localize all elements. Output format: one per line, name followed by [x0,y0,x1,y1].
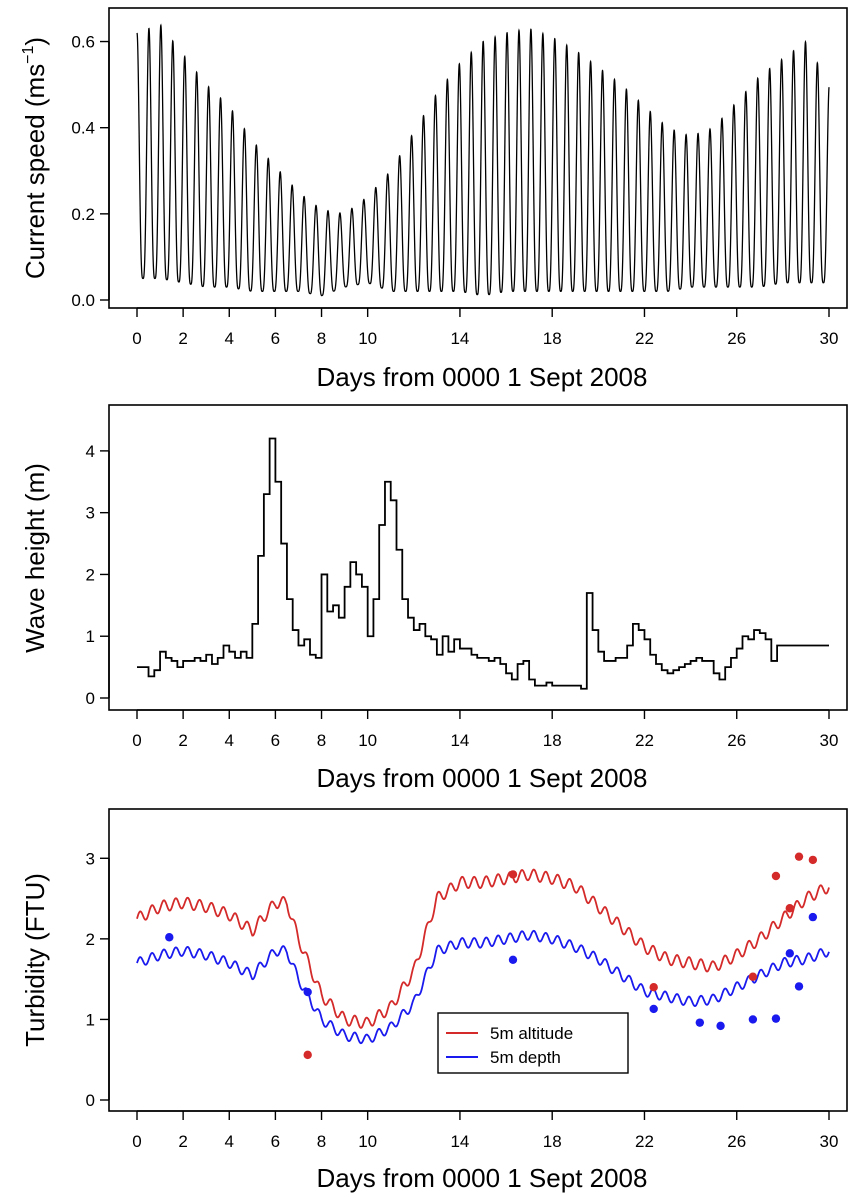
x-tick-label: 10 [358,1132,377,1151]
x-tick-label: 30 [820,329,839,348]
x-tick-label: 14 [450,1132,469,1151]
current-speed-line [136,23,830,297]
x-tick-label: 6 [271,731,280,750]
series-current-speed [136,23,830,297]
point-altitude [748,972,758,981]
point-depth [716,1021,725,1031]
x-tick-label: 30 [820,731,839,750]
x-tick-label: 22 [635,731,654,750]
panel-turbidity: 0 1 2 3 0 2 4 6 8 10 14 18 22 26 30 Turbidity (FTU) D… [20,808,848,1193]
x-tick-label: 8 [317,329,326,348]
y-tick-label: 3 [86,504,95,523]
x-tick-label: 18 [543,731,562,750]
y-tick-label: 4 [86,442,95,461]
y-tick-label: 0 [86,1091,95,1110]
point-altitude [508,870,518,879]
y-axis-title: Current speed (ms−1) [20,37,50,279]
y-tick-label: 1 [86,627,95,646]
point-altitude [771,871,781,881]
x-tick-label: 4 [225,1132,234,1151]
panel-current-speed: 0.0 0.2 0.4 0.6 0 2 4 6 8 10 14 18 22 26 30 Current s… [20,7,848,392]
plot-frame [108,7,848,309]
y-tick-label: 3 [86,849,95,868]
point-depth [794,982,804,991]
x-tick-label: 2 [178,1132,187,1151]
point-depth [808,912,818,922]
y-tick-label: 2 [86,930,95,949]
series-line-depth [136,929,830,1045]
y-axis-title: Wave height (m) [20,463,50,653]
x-axis: 0 2 4 6 8 10 14 18 22 26 30 [132,709,839,750]
x-tick-label: 4 [225,329,234,348]
x-axis-title: Days from 0000 1 Sept 2008 [317,1163,648,1193]
point-depth [785,949,794,958]
plot-frame [108,404,848,711]
y-tick-label: 0 [86,689,95,708]
y-tick-label: 0.6 [71,33,95,52]
point-altitude [649,983,658,992]
y-axis: 0 1 2 3 4 [86,442,110,708]
x-axis: 0 2 4 6 8 10 14 18 22 26 30 [132,307,839,348]
point-depth [303,987,312,997]
legend-box [437,1012,629,1074]
x-tick-label: 0 [132,731,141,750]
y-tick-label: 2 [86,565,95,584]
point-depth [508,955,518,965]
x-tick-label: 26 [727,329,746,348]
x-tick-label: 8 [317,731,326,750]
series-wave-height [137,437,829,690]
x-tick-label: 22 [635,329,654,348]
x-axis-title: Days from 0000 1 Sept 2008 [317,362,648,392]
x-tick-label: 6 [271,329,280,348]
x-tick-label: 0 [132,1132,141,1151]
point-altitude [785,904,794,913]
x-tick-label: 22 [635,1132,654,1151]
point-depth [771,1014,781,1023]
series-line-altitude [136,868,830,1029]
x-axis-title: Days from 0000 1 Sept 2008 [317,763,648,793]
y-tick-label: 0.2 [71,205,95,224]
legend-label-depth: 5m depth [490,1048,561,1067]
x-tick-label: 18 [543,329,562,348]
y-axis: 0 1 2 3 [86,849,110,1110]
legend-label-altitude: 5m altitude [490,1024,573,1043]
point-depth [748,1015,758,1024]
x-tick-label: 6 [271,1132,280,1151]
x-tick-label: 10 [358,731,377,750]
y-tick-label: 1 [86,1010,95,1029]
x-tick-label: 2 [178,329,187,348]
y-axis: 0.0 0.2 0.4 0.6 [71,33,110,310]
point-depth [165,933,174,942]
x-tick-label: 8 [317,1132,326,1151]
x-tick-label: 0 [132,329,141,348]
wave-height-line [137,437,829,690]
x-tick-label: 26 [727,731,746,750]
x-tick-label: 10 [358,329,377,348]
x-tick-label: 4 [225,731,234,750]
point-depth [695,1018,705,1027]
y-tick-label: 0.0 [71,291,95,310]
x-axis: 0 2 4 6 8 10 14 18 22 26 30 [132,1110,839,1151]
point-altitude [808,855,818,865]
y-axis-title: Turbidity (FTU) [20,873,50,1047]
legend: 5m altitude 5m depth [437,1012,629,1074]
y-tick-label: 0.4 [71,119,95,138]
x-tick-label: 14 [450,731,469,750]
x-tick-label: 30 [820,1132,839,1151]
x-tick-label: 2 [178,731,187,750]
point-altitude [794,852,804,861]
series-turbidity [136,852,830,1060]
x-tick-label: 26 [727,1132,746,1151]
point-depth [649,1004,658,1014]
point-altitude [303,1050,312,1060]
x-tick-label: 14 [450,329,469,348]
x-tick-label: 18 [543,1132,562,1151]
